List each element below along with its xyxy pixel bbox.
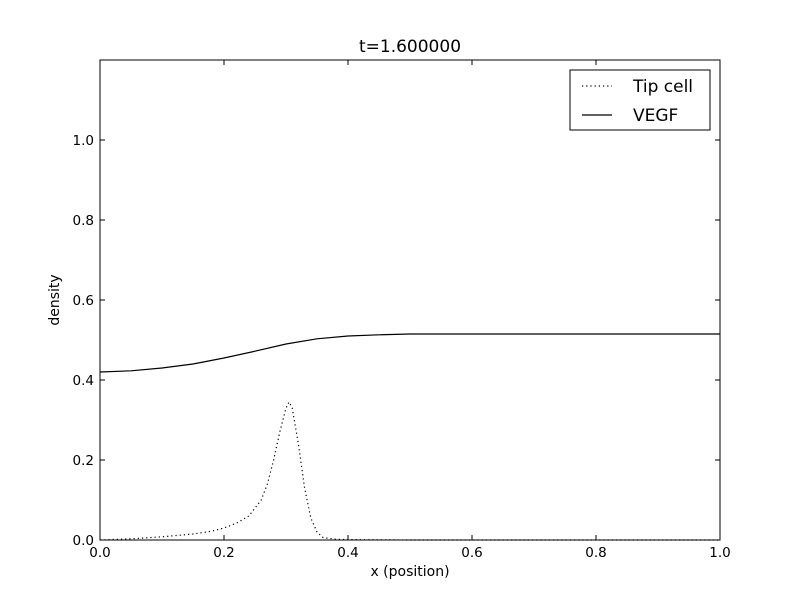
- series-line-tip-cell: [99, 401, 720, 541]
- x-tick-label: 0.6: [461, 545, 482, 561]
- legend-label-vegf: VEGF: [633, 106, 678, 126]
- series-line-vegf: [99, 333, 720, 373]
- series-layer: [99, 333, 720, 541]
- chart-title: t=1.600000: [359, 37, 461, 57]
- plot-area: [99, 59, 721, 541]
- x-tick-label: 0.8: [585, 545, 606, 561]
- y-tick-label: 0.2: [73, 453, 94, 469]
- x-ticks: 0.0 0.2 0.4 0.6 0.8 1.0: [89, 60, 731, 561]
- y-tick-label: 1.0: [73, 133, 94, 149]
- y-axis-label: density: [47, 274, 63, 325]
- x-axis-label: x (position): [370, 564, 449, 580]
- x-tick-label: 0.2: [213, 545, 234, 561]
- plot-frame: [99, 59, 721, 541]
- y-ticks: 0.0 0.2 0.4 0.6 0.8 1.0: [73, 133, 720, 549]
- legend-label-tip-cell: Tip cell: [632, 77, 693, 97]
- y-tick-label: 0.4: [73, 373, 94, 389]
- x-tick-label: 1.0: [709, 545, 730, 561]
- legend-box: [569, 69, 711, 131]
- legend: Tip cell VEGF: [569, 69, 711, 131]
- y-tick-label: 0.0: [73, 533, 94, 549]
- y-tick-label: 0.8: [73, 213, 94, 229]
- x-tick-label: 0.0: [89, 545, 110, 561]
- x-tick-label: 0.4: [337, 545, 358, 561]
- y-tick-label: 0.6: [73, 293, 94, 309]
